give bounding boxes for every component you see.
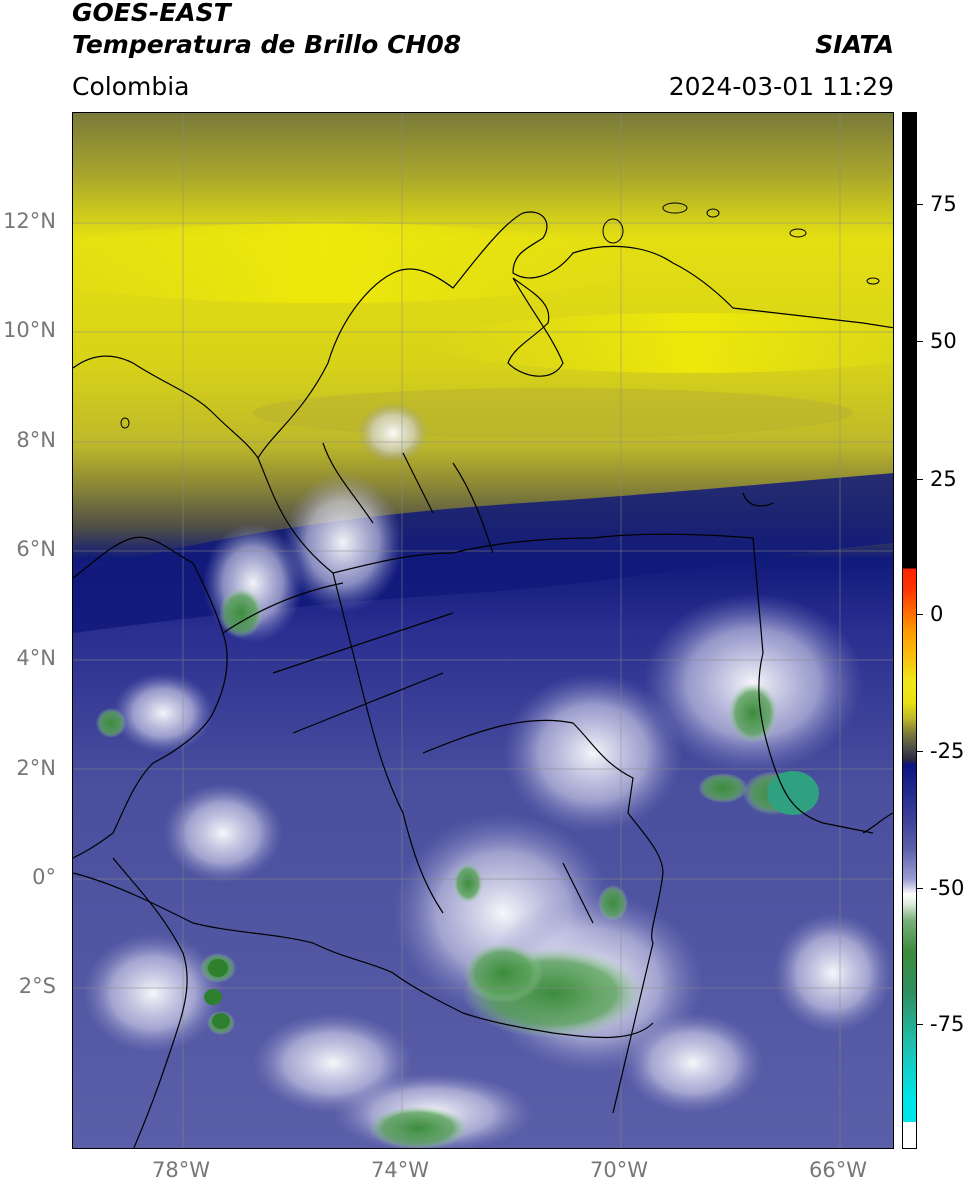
- lon-label: 70°W: [590, 1158, 648, 1182]
- satellite-title: GOES-EAST: [72, 0, 231, 27]
- agency-label: SIATA: [815, 30, 894, 59]
- islands: [120, 202, 880, 429]
- colorbar-label: 25: [930, 467, 957, 491]
- colorbar: [902, 112, 917, 1149]
- lat-label: 10°N: [3, 318, 56, 342]
- colorbar-tick: [917, 341, 923, 342]
- product-title: Temperatura de Brillo CH08: [72, 30, 462, 59]
- colorbar-label: -75: [930, 1012, 965, 1036]
- colorbar-tick: [917, 751, 923, 752]
- lat-label: 12°N: [3, 209, 56, 233]
- lat-label: 2°S: [18, 974, 56, 998]
- lat-label: 6°N: [16, 537, 56, 561]
- colorbar-tick: [917, 888, 923, 889]
- region-label: Colombia: [72, 72, 190, 101]
- warm-band: [73, 223, 643, 303]
- convective-clouds: [83, 403, 893, 1148]
- colorbar-label: 0: [930, 602, 944, 626]
- colorbar-tick: [917, 614, 923, 615]
- map-canvas: [73, 113, 893, 1148]
- colorbar-label: -50: [930, 876, 965, 900]
- lon-label: 66°W: [809, 1158, 867, 1182]
- colorbar-label: 50: [930, 329, 957, 353]
- colorbar-tick: [917, 1024, 923, 1025]
- colorbar-tick: [917, 204, 923, 205]
- lat-label: 4°N: [16, 646, 56, 670]
- lat-label: 8°N: [16, 428, 56, 452]
- graticule: [73, 113, 893, 1148]
- lon-label: 78°W: [152, 1158, 210, 1182]
- lat-label: 2°N: [16, 756, 56, 780]
- borders: [73, 211, 893, 1148]
- warm-band: [433, 313, 893, 373]
- colorbar-label: -25: [930, 739, 965, 763]
- lon-label: 74°W: [371, 1158, 429, 1182]
- colorbar-tick: [917, 479, 923, 480]
- dry-band: [253, 388, 853, 438]
- lat-label: 0°: [32, 865, 56, 889]
- colorbar-label: 75: [930, 192, 957, 216]
- datetime-label: 2024-03-01 11:29: [668, 72, 894, 101]
- satellite-map: [72, 112, 894, 1149]
